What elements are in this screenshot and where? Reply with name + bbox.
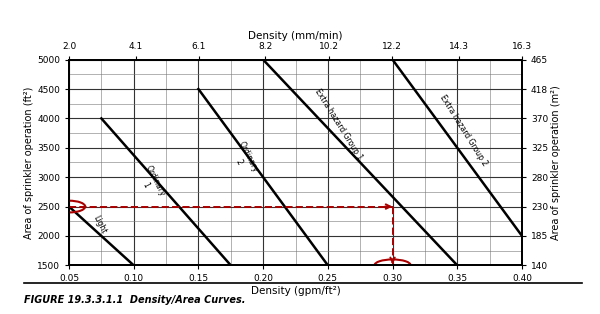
Y-axis label: Area of sprinkler operation (m²): Area of sprinkler operation (m²) bbox=[551, 85, 561, 240]
X-axis label: Density (mm/min): Density (mm/min) bbox=[248, 31, 343, 41]
Y-axis label: Area of sprinkler operation (ft²): Area of sprinkler operation (ft²) bbox=[24, 86, 34, 239]
Text: Light: Light bbox=[92, 214, 109, 235]
Text: FIGURE 19.3.3.1.1  Density/Area Curves.: FIGURE 19.3.3.1.1 Density/Area Curves. bbox=[24, 295, 245, 305]
X-axis label: Density (gpm/ft²): Density (gpm/ft²) bbox=[251, 286, 340, 296]
Text: Extra hazard Group 1: Extra hazard Group 1 bbox=[313, 87, 364, 161]
Text: Ordinary
1: Ordinary 1 bbox=[134, 164, 167, 203]
Text: Ordinary
2: Ordinary 2 bbox=[227, 140, 260, 179]
Text: Extra hazard Group 2: Extra hazard Group 2 bbox=[438, 93, 490, 167]
